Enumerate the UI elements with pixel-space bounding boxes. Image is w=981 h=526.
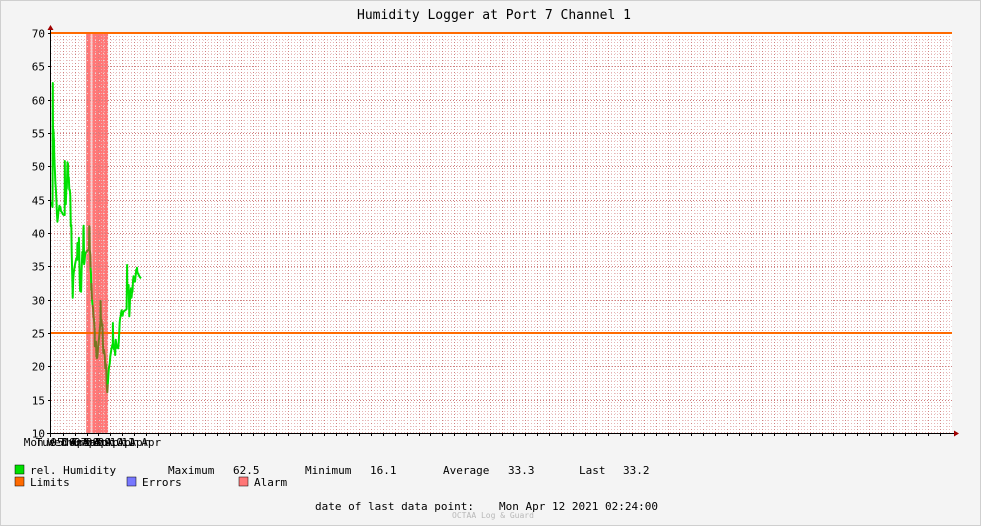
y-tick-label: 60 — [32, 95, 45, 108]
y-tick-label: 70 — [32, 28, 45, 41]
x-tick-label: Sat 10 Apr — [83, 436, 150, 449]
y-tick-label: 35 — [32, 261, 45, 274]
x-axis-arrow — [954, 430, 959, 437]
stat-maximum-label: Maximum — [168, 464, 215, 477]
stat-last-value: 33.2 — [623, 464, 650, 477]
y-tick-label: 50 — [32, 161, 45, 174]
y-tick-label: 10 — [32, 428, 45, 441]
x-tick-label: Mon 05 Apr — [24, 436, 91, 449]
legend: rel. Humidity Limits Errors Alarm — [14, 464, 287, 489]
legend-label-errors: Errors — [142, 476, 182, 489]
humidity-line-alarm-segment — [85, 225, 92, 268]
humidity-line-alarm-segment — [91, 300, 109, 394]
humidity-line-segment — [91, 299, 94, 306]
y-tick-label: 20 — [32, 361, 45, 374]
legend-swatch-alarm — [238, 476, 249, 487]
statistics: Maximum 62.5 Minimum 16.1 Average 33.3 L… — [168, 464, 650, 477]
chart-title: Humidity Logger at Port 7 Channel 1 — [357, 8, 631, 23]
humidity-line-segment — [106, 264, 142, 385]
legend-label-humidity: rel. Humidity — [30, 464, 116, 477]
last-data-point-value: Mon Apr 12 2021 02:24:00 — [499, 500, 658, 513]
stat-average-value: 33.3 — [508, 464, 535, 477]
alarm-period — [92, 33, 104, 433]
x-tick-label: Fri 09 Apr — [71, 436, 138, 449]
y-tick-label: 55 — [32, 128, 45, 141]
legend-label-limits: Limits — [30, 476, 70, 489]
last-data-point-label: date of last data point: — [315, 500, 474, 513]
legend-swatch-errors — [126, 476, 137, 487]
y-axis-arrow — [47, 25, 54, 30]
stat-minimum-label: Minimum — [305, 464, 352, 477]
axes: 10 15 20 25 30 35 40 45 50 55 60 65 70 Mon 05 AprTue … — [24, 25, 959, 449]
x-tick-label: Wed 07 Apr — [48, 436, 115, 449]
limit-lines — [51, 32, 952, 334]
humidity-line-alarm-segment — [90, 282, 93, 300]
humidity-line-segment — [50, 82, 88, 299]
y-tick-label: 25 — [32, 328, 45, 341]
grid — [51, 33, 952, 433]
legend-swatch-limits — [14, 476, 25, 487]
x-tick-label: Tue 06 Apr — [36, 436, 103, 449]
legend-label-alarm: Alarm — [254, 476, 287, 489]
x-tick-label: Sun 11 Apr — [95, 436, 162, 449]
y-tick-label: 45 — [32, 195, 45, 208]
alarm-period — [91, 33, 93, 433]
humidity-series — [50, 82, 142, 394]
y-tick-label: 40 — [32, 228, 45, 241]
stat-average-label: Average — [443, 464, 489, 477]
stat-last-label: Last — [579, 464, 606, 477]
y-tick-label: 65 — [32, 61, 45, 74]
y-tick-label: 30 — [32, 295, 45, 308]
legend-swatch-humidity — [14, 464, 25, 475]
stat-minimum-value: 16.1 — [370, 464, 397, 477]
watermark: OCTAA Log & Guard — [452, 511, 534, 520]
x-tick-label: Thu 08 Apr — [59, 436, 126, 449]
stat-maximum-value: 62.5 — [233, 464, 260, 477]
y-tick-label: 15 — [32, 395, 45, 408]
